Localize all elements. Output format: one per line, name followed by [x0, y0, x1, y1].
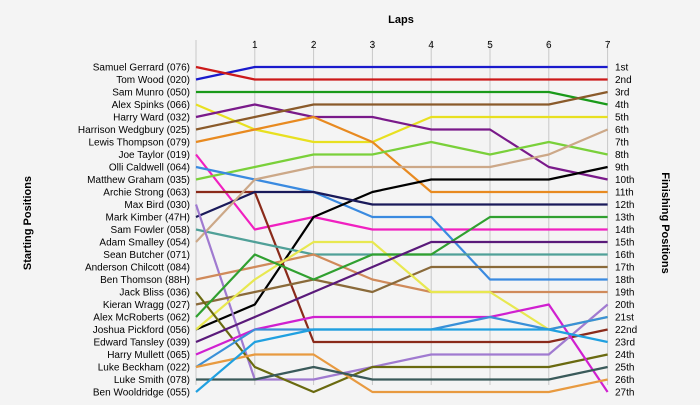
- driver-label: Anderson Chilcott (084): [85, 263, 190, 274]
- series-line: [196, 90, 608, 106]
- driver-label: Luke Beckham (022): [98, 363, 190, 374]
- driver-label: Alex McRoberts (062): [93, 313, 190, 324]
- finishing-position-label: 12th: [615, 200, 634, 211]
- series-line: [195, 240, 608, 344]
- series-line: [195, 153, 608, 231]
- series-lines: [194, 65, 609, 394]
- finishing-position-label: 8th: [615, 150, 629, 161]
- finishing-position-label: 13th: [615, 213, 634, 224]
- series-line: [194, 204, 609, 381]
- lap-label: 5: [487, 40, 493, 51]
- finishing-position-label: 3rd: [615, 88, 629, 99]
- driver-label: Harrison Wedgbury (025): [78, 125, 190, 136]
- finishing-position-label: 24th: [615, 350, 634, 361]
- driver-label: Luke Smith (078): [114, 375, 190, 386]
- series-line: [195, 265, 608, 306]
- finishing-position-label: 5th: [615, 113, 629, 124]
- finishing-position-label: 2nd: [615, 75, 632, 86]
- lap-label: 2: [311, 40, 317, 51]
- y-axis-title-right: Finishing Positions: [659, 172, 671, 273]
- finishing-position-label: 23rd: [615, 338, 635, 349]
- driver-label: Joe Taylor (019): [118, 150, 190, 161]
- series-line: [195, 140, 608, 181]
- lap-gridlines: [195, 40, 609, 385]
- driver-label: Harry Ward (032): [113, 113, 190, 124]
- series-line: [195, 65, 608, 81]
- lap-label: 4: [428, 40, 434, 51]
- series-line: [195, 103, 608, 181]
- driver-label: Samuel Gerrard (076): [93, 63, 190, 74]
- series-line: [195, 303, 609, 393]
- series-line: [195, 328, 608, 393]
- finishing-position-label: 14th: [615, 225, 634, 236]
- driver-label: Alex Spinks (066): [112, 100, 190, 111]
- driver-label: Kieran Wragg (027): [103, 300, 190, 311]
- finishing-position-label: 16th: [615, 250, 634, 261]
- series-line: [195, 253, 608, 294]
- driver-label: Olli Caldwell (064): [109, 163, 190, 174]
- driver-label: Sean Butcher (071): [103, 250, 190, 261]
- finishing-position-label: 6th: [615, 125, 629, 136]
- driver-label: Ben Wooldridge (055): [93, 388, 190, 399]
- driver-label: Mark Kimber (47H): [106, 213, 190, 224]
- driver-label: Max Bird (030): [124, 200, 190, 211]
- driver-label: Archie Strong (063): [103, 188, 190, 199]
- driver-label: Tom Wood (020): [116, 75, 190, 86]
- finishing-position-label: 1st: [615, 63, 629, 74]
- chart-title: Laps: [388, 14, 414, 26]
- driver-label: Joshua Pickford (056): [93, 325, 190, 336]
- finishing-position-label: 17th: [615, 263, 634, 274]
- y-axis-title-left: Starting Positions: [22, 176, 34, 270]
- finishing-position-label: 10th: [615, 175, 634, 186]
- driver-label: Edward Tansley (039): [93, 338, 190, 349]
- finishing-position-label: 7th: [615, 138, 629, 149]
- lap-label: 1: [252, 40, 258, 51]
- finishing-position-label: 25th: [615, 363, 634, 374]
- series-line: [195, 353, 608, 394]
- driver-label: Matthew Graham (035): [87, 175, 190, 186]
- starting-position-labels: Samuel Gerrard (076)Tom Wood (020) Sam Mu…: [78, 63, 190, 399]
- driver-label: Jack Bliss (036): [119, 288, 190, 299]
- series-line: [195, 128, 609, 243]
- finishing-position-label: 4th: [615, 100, 629, 111]
- finishing-position-label: 26th: [615, 375, 634, 386]
- driver-label: Harry Mullett (065): [107, 350, 190, 361]
- finishing-position-label: 27th: [615, 388, 634, 399]
- series-line: [195, 240, 608, 331]
- series-line: [195, 190, 608, 219]
- driver-label: Sam Fowler (058): [111, 225, 190, 236]
- lap-label: 7: [605, 40, 611, 51]
- lap-label: 6: [546, 40, 552, 51]
- finishing-position-label: 22nd: [615, 325, 637, 336]
- driver-label: Adam Smalley (054): [99, 238, 190, 249]
- series-line: [195, 291, 608, 394]
- series-line: [195, 103, 608, 144]
- finishing-position-label: 21st: [615, 313, 634, 324]
- finishing-position-label: 11th: [615, 188, 634, 199]
- driver-label: Ben Thomson (88H): [100, 275, 190, 286]
- lap-tick-labels: 1 2 3 4 5 6 7: [252, 40, 611, 51]
- series-line: [195, 165, 608, 281]
- driver-label: Sam Munro (050): [112, 88, 190, 99]
- lap-label: 3: [370, 40, 376, 51]
- series-line: [196, 365, 608, 381]
- finishing-position-label: 20th: [615, 300, 634, 311]
- finishing-position-label: 18th: [615, 275, 634, 286]
- finishing-position-label: 19th: [615, 288, 634, 299]
- finishing-position-label: 9th: [615, 163, 629, 174]
- series-line: [196, 190, 608, 344]
- series-line: [195, 65, 608, 81]
- driver-label: Lewis Thompson (079): [88, 138, 190, 149]
- series-line: [195, 90, 608, 131]
- finishing-position-label: 15th: [615, 238, 634, 249]
